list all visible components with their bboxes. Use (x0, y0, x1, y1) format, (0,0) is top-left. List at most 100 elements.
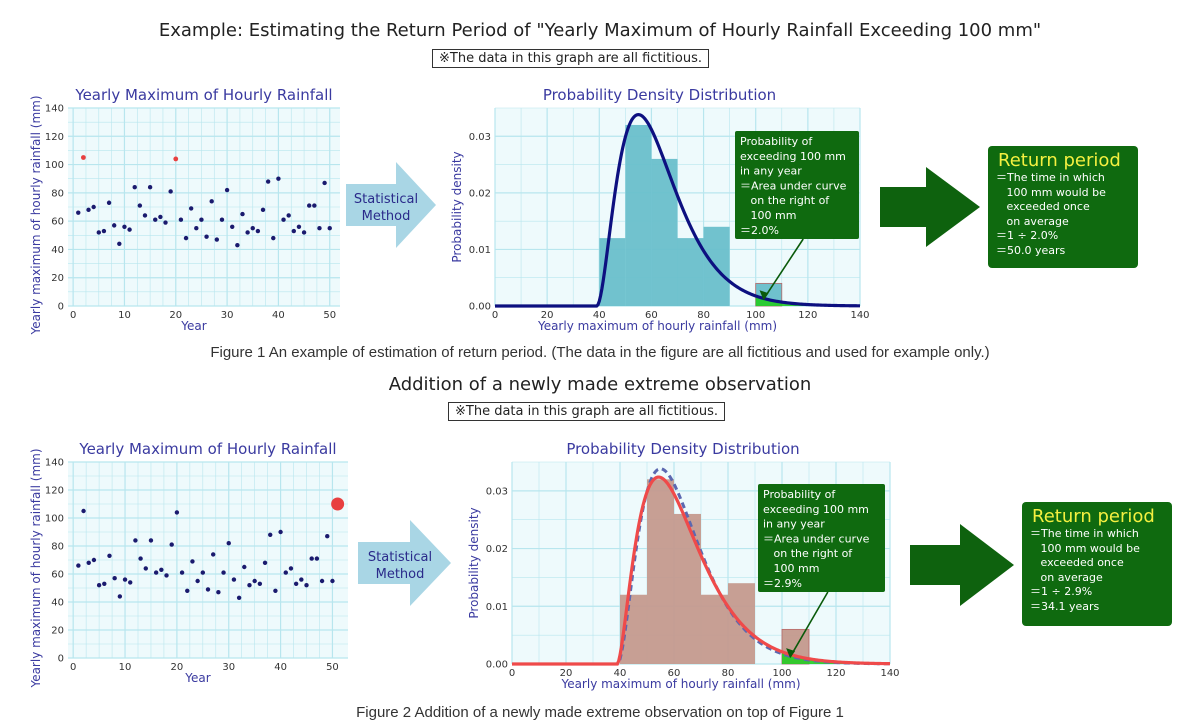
x-axis-label: Yearly maximum of hourly rainfall (mm) (537, 319, 777, 333)
data-point (122, 224, 127, 229)
data-point (268, 532, 273, 537)
data-point (81, 508, 86, 514)
data-point (319, 578, 325, 584)
data-point (205, 587, 211, 592)
x-tick-label: 30 (222, 662, 235, 673)
x-tick-label: 100 (772, 668, 791, 679)
data-point (169, 542, 174, 547)
fig2-return-period-box: Return period ＝The time in which 100 mm … (1022, 502, 1172, 626)
data-point (309, 556, 314, 561)
data-point (164, 573, 169, 578)
data-point (195, 578, 200, 584)
y-tick-label: 0.03 (486, 486, 508, 497)
data-point (117, 241, 122, 246)
data-point (304, 583, 309, 588)
x-tick-label: 30 (221, 310, 234, 321)
y-tick-label: 40 (51, 245, 64, 256)
data-point (158, 214, 163, 220)
data-point (179, 570, 185, 575)
data-point (163, 220, 168, 225)
x-tick-label: 20 (171, 662, 184, 673)
data-point (265, 179, 271, 184)
probability-box (758, 484, 885, 592)
density-title: Probability Density Distribution (566, 440, 799, 458)
x-tick-label: 0 (70, 310, 76, 321)
data-point (200, 570, 206, 575)
data-point (255, 228, 261, 234)
probability-line: exceeding 100 mm (740, 150, 846, 163)
data-point (231, 577, 237, 582)
data-point (219, 217, 225, 222)
fig2-method-label-2: Method (376, 567, 425, 582)
data-point (76, 563, 81, 568)
data-point (283, 570, 288, 575)
y-tick-label: 0.00 (469, 302, 491, 313)
x-tick-label: 40 (614, 668, 627, 679)
x-tick-label: 80 (697, 310, 710, 321)
pointer-head (759, 290, 769, 301)
data-point (137, 203, 143, 208)
y-tick-label: 80 (51, 188, 64, 199)
scatter-title: Yearly Maximum of Hourly Rainfall (78, 440, 336, 458)
y-tick-label: 20 (51, 626, 64, 637)
data-point (204, 234, 209, 239)
x-tick-label: 100 (746, 310, 765, 321)
scatter-title: Yearly Maximum of Hourly Rainfall (74, 86, 332, 104)
x-axis-label: Year (184, 671, 210, 685)
data-point (252, 578, 257, 584)
density-title: Probability Density Distribution (543, 86, 776, 104)
probability-line: ＝Area under curve (740, 179, 847, 192)
data-point (247, 583, 252, 588)
data-point (236, 595, 242, 600)
y-tick-label: 140 (45, 104, 64, 115)
x-tick-label: 20 (541, 310, 554, 321)
data-point (240, 211, 245, 217)
data-point (112, 576, 117, 581)
data-point (147, 185, 153, 190)
histogram-bar (677, 238, 704, 306)
data-point (226, 541, 231, 546)
data-point (128, 580, 133, 585)
data-point (299, 577, 304, 582)
y-tick-label: 0.02 (486, 544, 508, 555)
x-tick-label: 140 (850, 310, 869, 321)
return-line: ＝50.0 years (996, 243, 1066, 257)
fig1-return-title: Return period (998, 150, 1121, 171)
data-point (96, 583, 102, 588)
data-point (76, 210, 81, 215)
y-axis-label: Yearly maximum of hourly rainfall (mm) (29, 95, 43, 335)
data-point (132, 185, 137, 190)
x-tick-label: 0 (492, 310, 498, 321)
return-line: on average (1030, 570, 1103, 584)
fig2-density-chart: 0 20 40 60 80 100 120 140 0.00 0.01 0.02 0.03 Probab… (467, 440, 900, 691)
return-line: ＝The time in which (1030, 527, 1139, 540)
fig2-method-arrow: Statistical Method (358, 520, 451, 606)
probability-line: in any year (740, 165, 802, 178)
return-line: on average (996, 214, 1069, 228)
data-point (106, 200, 112, 205)
x-tick-label: 120 (798, 310, 817, 321)
y-tick-label: 20 (51, 273, 64, 284)
data-point (327, 226, 332, 231)
x-tick-label: 10 (119, 662, 132, 673)
data-point (101, 228, 107, 234)
return-line: 100 mm would be (996, 185, 1106, 199)
fig1-result-arrow (880, 167, 980, 247)
y-tick-label: 0.03 (469, 132, 491, 143)
y-tick-label: 0 (58, 654, 64, 665)
x-tick-label: 140 (880, 668, 899, 679)
x-tick-label: 20 (560, 668, 573, 679)
fig1-density-chart: 0 20 40 60 80 100 120 140 0.00 0.01 0.02 0.03 Probab… (450, 86, 870, 333)
x-tick-label: 10 (118, 310, 131, 321)
fig2-result-arrow (910, 524, 1014, 606)
data-point (199, 217, 204, 222)
data-point (242, 564, 247, 570)
data-point (296, 224, 302, 229)
probability-box (735, 131, 859, 239)
y-tick-label: 0.02 (469, 188, 491, 199)
y-tick-label: 100 (45, 160, 64, 171)
x-tick-label: 40 (272, 310, 285, 321)
data-point (293, 581, 299, 586)
histogram-bar (651, 158, 678, 306)
x-tick-label: 80 (722, 668, 735, 679)
